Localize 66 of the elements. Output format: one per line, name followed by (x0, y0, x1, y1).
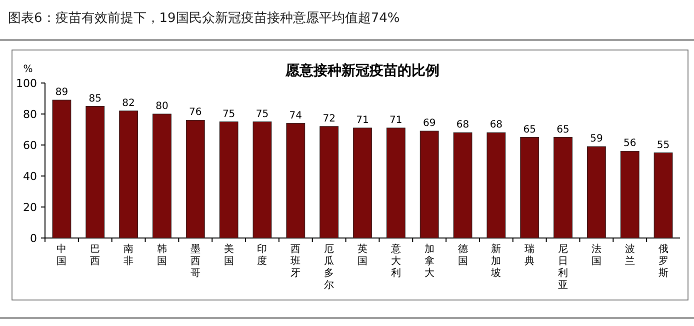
data-label: 75 (256, 108, 269, 120)
y-tick-label: 60 (23, 139, 37, 152)
bar (186, 120, 205, 238)
bar (86, 106, 105, 238)
data-label: 65 (523, 124, 536, 136)
bar (52, 100, 72, 238)
data-label: 72 (322, 113, 336, 124)
bar (453, 132, 472, 238)
data-label: 71 (390, 114, 402, 126)
bar (587, 146, 606, 238)
y-tick-label: 80 (23, 108, 37, 121)
x-tick-label: 新加坡 (490, 243, 502, 279)
x-tick-label: 波兰 (624, 243, 635, 267)
x-tick-label: 尼日利亚 (558, 244, 568, 291)
data-label: 80 (156, 101, 168, 112)
bar (286, 123, 306, 238)
x-tick-label: 德国 (458, 244, 468, 267)
x-tick-label: 西班牙 (290, 244, 301, 279)
x-tick-label: 瑞典 (524, 243, 535, 267)
x-tick-label: 巴西 (90, 244, 100, 267)
data-label: 69 (422, 118, 436, 130)
bar (320, 126, 339, 238)
data-label: 65 (556, 124, 570, 136)
x-tick-label: 法国 (591, 243, 602, 267)
bar (620, 150, 640, 238)
y-tick-label: 100 (16, 77, 37, 90)
bar (420, 130, 439, 238)
bar (486, 132, 506, 238)
bar (252, 122, 272, 238)
x-tick-label: 墨西哥 (190, 244, 200, 279)
text: 图表6：疫苗有效前提下，19国民众新冠疫苗接种意愿平均值超74% (8, 11, 400, 26)
x-tick-label: 意大利 (390, 243, 401, 279)
data-label: 56 (624, 138, 636, 150)
x-tick-label: 英国 (358, 243, 368, 267)
data-label: 75 (222, 108, 236, 120)
y-axis-title: % (23, 64, 33, 75)
y-tick-label: 20 (23, 201, 37, 214)
data-label: 55 (656, 140, 670, 151)
x-tick-label: 加拿大 (424, 243, 434, 279)
y-tick-label: 40 (23, 170, 37, 183)
x-tick-label: 俄罗斯 (658, 243, 668, 279)
bar (520, 137, 540, 238)
data-label: 59 (590, 134, 603, 145)
bar (119, 110, 138, 238)
x-tick-label: 韩国 (156, 243, 167, 267)
data-label: 68 (456, 120, 470, 131)
data-label: 71 (356, 114, 369, 126)
x-tick-label: 中国 (56, 243, 67, 267)
x-tick-label: 美国 (224, 243, 234, 267)
data-label: 89 (55, 87, 68, 98)
x-tick-label: 厄瓜多尔 (324, 244, 334, 291)
x-tick-label: 南非 (124, 243, 134, 267)
data-label: 82 (122, 98, 135, 109)
data-label: 68 (490, 120, 503, 131)
bar (386, 128, 406, 238)
bar (654, 152, 673, 238)
data-label: 74 (289, 110, 302, 122)
x-tick-label: 印度 (257, 243, 268, 267)
bar (353, 128, 372, 238)
bar (219, 122, 238, 238)
y-tick-label: 0 (30, 232, 37, 245)
chart-title: 愿意接种新冠疫苗的比例 (284, 62, 440, 79)
bar (554, 137, 572, 238)
bar (152, 114, 172, 238)
data-label: 85 (88, 93, 102, 104)
data-label: 76 (189, 107, 202, 118)
